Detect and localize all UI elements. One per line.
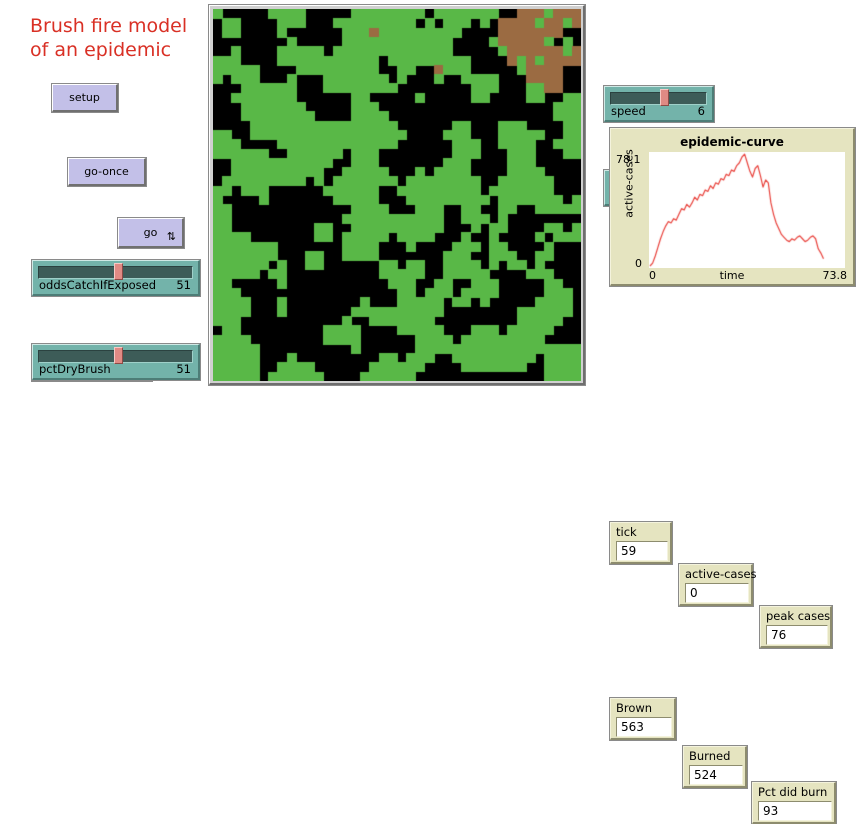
- monitor-active-cases: active-cases 0: [678, 563, 757, 607]
- slider-label: pctDryBrush: [39, 362, 111, 376]
- monitor-value: 563: [616, 717, 672, 737]
- go-once-button[interactable]: go-once: [67, 157, 147, 187]
- plot-y-min-tick: 0: [635, 257, 642, 270]
- go-button[interactable]: go ⇅: [117, 217, 185, 249]
- setup-button[interactable]: setup: [51, 83, 119, 113]
- slider-pctDryBrush[interactable]: pctDryBrush 51: [31, 343, 201, 381]
- plot-epidemic-curve: epidemic-curve 78.1 0 active-cases 0 tim…: [609, 127, 856, 287]
- slider-thumb[interactable]: [660, 89, 670, 106]
- plot-x-max-tick: 73.8: [822, 269, 848, 282]
- go-button-label: go: [143, 226, 158, 239]
- slider-thumb[interactable]: [113, 263, 123, 280]
- plot-y-axis-label: active-cases: [622, 149, 636, 218]
- monitor-value: 93: [758, 801, 832, 821]
- monitor-label: Brown: [616, 701, 653, 715]
- monitor-label: Burned: [689, 749, 731, 763]
- monitor-value: 524: [689, 765, 743, 785]
- monitor-tick: tick 59: [609, 521, 673, 565]
- monitor-peak-cases: peak cases 76: [759, 605, 833, 649]
- slider-track[interactable]: [610, 92, 707, 105]
- slider-label: speed: [611, 104, 646, 118]
- slider-value: 6: [697, 104, 705, 118]
- monitor-label: Pct did burn: [758, 785, 828, 799]
- plot-title: epidemic-curve: [680, 135, 784, 149]
- monitor-pct-did-burn: Pct did burn 93: [751, 781, 837, 824]
- monitor-label: tick: [616, 525, 637, 539]
- plot-y-max-tick: 78.1: [616, 153, 641, 166]
- monitor-value: 76: [766, 625, 828, 645]
- page-title: Brush fire model of an epidemic: [30, 14, 205, 62]
- slider-oddsCatchIfExposed[interactable]: oddsCatchIfExposed 51: [31, 259, 201, 297]
- monitor-brown: Brown 563: [609, 697, 677, 741]
- monitor-value: 59: [616, 541, 668, 561]
- monitor-label: active-cases: [685, 567, 757, 581]
- slider-label: oddsCatchIfExposed: [39, 278, 157, 292]
- setup-button-label: setup: [69, 91, 100, 104]
- monitor-value: 0: [685, 583, 749, 603]
- slider-speed[interactable]: speed 6: [603, 85, 715, 123]
- page-title-line1: Brush fire model: [30, 15, 188, 37]
- monitor-burned: Burned 524: [682, 745, 748, 789]
- world-view-canvas[interactable]: [213, 9, 581, 381]
- world-view-frame[interactable]: [208, 4, 586, 386]
- plot-x-axis-label: time: [719, 269, 745, 282]
- slider-value: 51: [176, 278, 191, 292]
- plot-canvas: [649, 152, 845, 268]
- slider-thumb[interactable]: [113, 347, 123, 364]
- go-once-button-label: go-once: [84, 165, 129, 178]
- page-title-line2: of an epidemic: [30, 39, 172, 61]
- plot-x-min-tick: 0: [649, 269, 656, 282]
- forever-loop-icon: ⇅: [166, 230, 176, 243]
- slider-value: 51: [176, 362, 191, 376]
- monitor-label: peak cases: [766, 609, 831, 623]
